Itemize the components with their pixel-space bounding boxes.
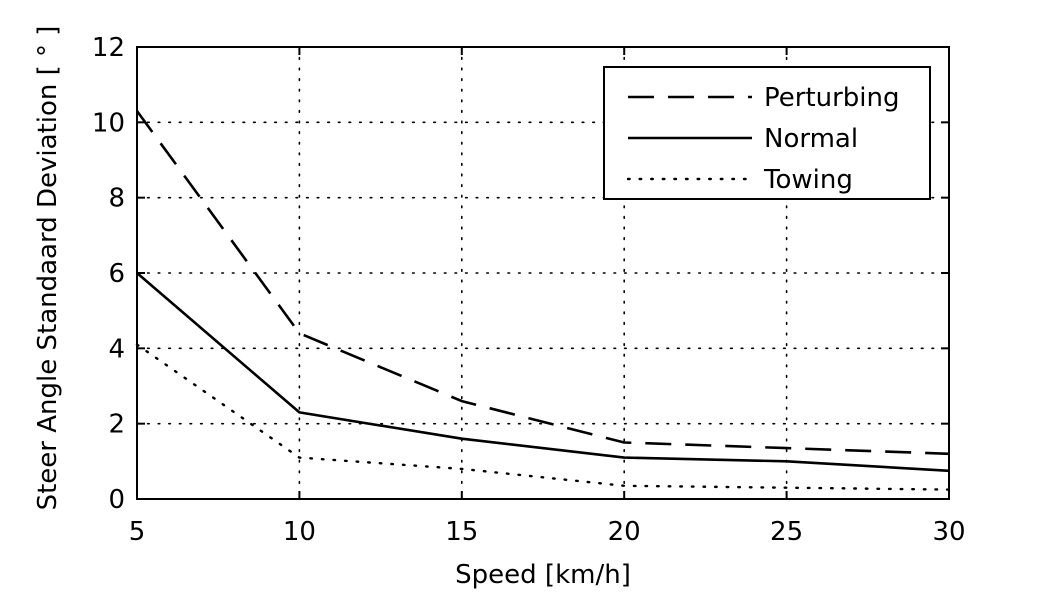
x-tick-label: 20 [608, 517, 641, 547]
legend-items: Perturbing Normal Towing [626, 83, 900, 195]
y-tick-label: 10 [92, 108, 125, 138]
x-tick-label: 25 [770, 517, 803, 547]
axis-ticks: 5 10 15 20 25 30 0 2 4 6 8 10 12 [92, 33, 966, 547]
series-line-normal [136, 272, 950, 473]
legend-label: Normal [764, 124, 858, 154]
series-line-perturbing [135, 110, 950, 456]
y-tick-label: 4 [108, 334, 125, 364]
x-tick-label: 15 [445, 517, 478, 547]
y-tick-label: 6 [108, 259, 125, 289]
x-tick-label: 30 [932, 517, 965, 547]
x-axis-label: Speed [km/h] [455, 560, 631, 590]
legend: Perturbing Normal Towing [603, 66, 931, 200]
legend-entry-perturbing: Perturbing [628, 83, 900, 113]
legend-entry-normal: Normal [628, 124, 858, 154]
legend-label: Towing [763, 165, 853, 195]
y-tick-label: 0 [108, 485, 125, 515]
y-tick-label: 2 [108, 410, 125, 440]
legend-box [603, 66, 931, 200]
y-tick-label: 8 [108, 184, 125, 214]
y-axis-label: Steer Angle Standaard Deviation [ ° ] [33, 26, 63, 511]
y-tick-label: 12 [92, 33, 125, 63]
x-tick-label: 10 [283, 517, 316, 547]
series-line-towing [135, 343, 951, 491]
legend-label: Perturbing [764, 83, 900, 113]
x-tick-label: 5 [129, 517, 146, 547]
legend-entry-towing: Towing [626, 165, 853, 195]
series-lines [135, 110, 951, 491]
